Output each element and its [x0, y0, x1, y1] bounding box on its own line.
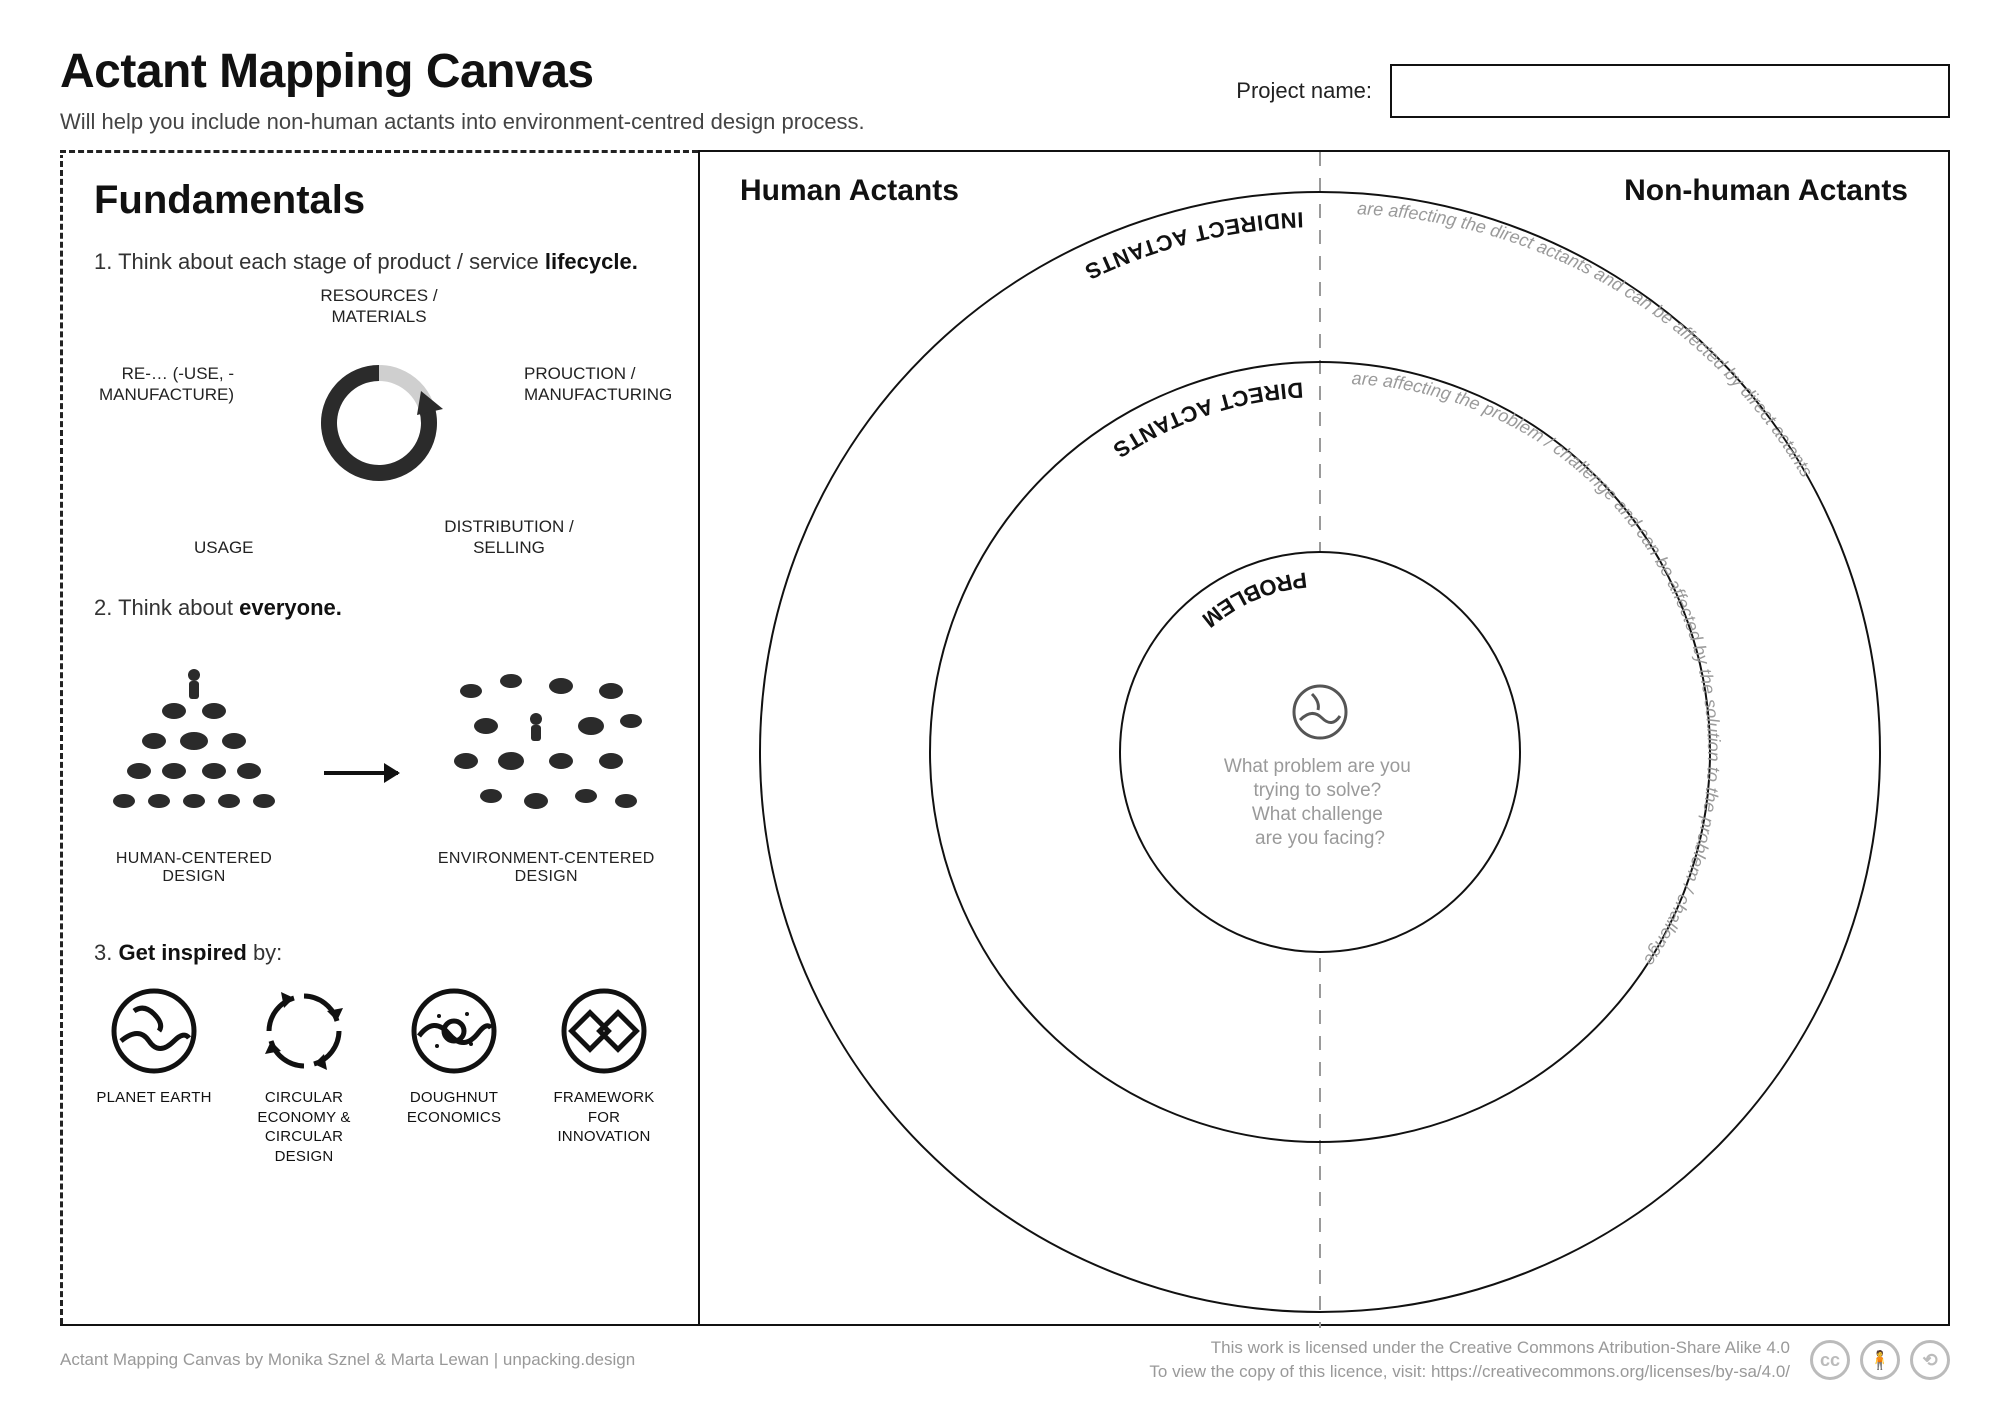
- cc-icons: cc 🧍 ⟲: [1810, 1340, 1950, 1380]
- circular-economy-item: CIRCULAR ECONOMY & CIRCULAR DESIGN: [244, 986, 364, 1166]
- lifecycle-label-br: DISTRIBUTION / SELLING: [424, 516, 594, 559]
- project-input[interactable]: [1390, 64, 1950, 118]
- pyramid-icon: [94, 661, 294, 831]
- environment-centered-caption: ENVIRONMENT-CENTERED DESIGN: [428, 850, 664, 886]
- label-direct: DIRECT ACTANTS: [1108, 377, 1304, 463]
- footer: Actant Mapping Canvas by Monika Sznel & …: [60, 1336, 1950, 1384]
- circular-economy-icon: [259, 986, 349, 1076]
- lifecycle-label-left: RE-… (-USE, -MANUFACTURE): [64, 363, 234, 406]
- footer-credit: Actant Mapping Canvas by Monika Sznel & …: [60, 1350, 635, 1370]
- main: Fundamentals 1. Think about each stage o…: [60, 150, 1950, 1326]
- everyone-diagram: HUMAN-CENTERED DESIGN ENVIRONMENT-CENTER…: [94, 638, 664, 908]
- canvas-panel: Human Actants Non-human Actants: [700, 152, 1948, 1324]
- inspired-row: PLANET EARTH CIRCULAR ECONOMY & CIRCULAR…: [94, 986, 664, 1166]
- header: Actant Mapping Canvas Will help you incl…: [60, 44, 1950, 135]
- arrow-icon: [324, 771, 398, 775]
- title-block: Actant Mapping Canvas Will help you incl…: [60, 44, 865, 135]
- human-centered-cluster: HUMAN-CENTERED DESIGN: [94, 661, 294, 886]
- doughnut-item: DOUGHNUT ECONOMICS: [394, 986, 514, 1166]
- planet-earth-icon: [109, 986, 199, 1076]
- page-subtitle: Will help you include non-human actants …: [60, 109, 865, 135]
- environment-centered-cluster: ENVIRONMENT-CENTERED DESIGN: [428, 661, 664, 886]
- by-icon: 🧍: [1860, 1340, 1900, 1380]
- page-title: Actant Mapping Canvas: [60, 44, 865, 99]
- lifecycle-diagram: RESOURCES / MATERIALS PROUCTION / MANUFA…: [94, 293, 664, 553]
- step-2: 2. Think about everyone.: [94, 593, 664, 623]
- step-3: 3. Get inspired by:: [94, 938, 664, 968]
- scatter-icon: [441, 661, 651, 831]
- doughnut-icon: [409, 986, 499, 1076]
- framework-item: FRAMEWORK FOR INNOVATION: [544, 986, 664, 1166]
- actant-rings-diagram: INDIRECT ACTANTS DIRECT ACTANTS PROBLEM …: [700, 152, 1948, 1328]
- lifecycle-label-right: PROUCTION / MANUFACTURING: [524, 363, 694, 406]
- sa-icon: ⟲: [1910, 1340, 1950, 1380]
- framework-icon: [559, 986, 649, 1076]
- project-field: Project name:: [1236, 64, 1950, 118]
- lifecycle-label-bl: USAGE: [194, 537, 364, 558]
- label-indirect: INDIRECT ACTANTS: [1081, 207, 1304, 285]
- planet-earth-item: PLANET EARTH: [94, 986, 214, 1166]
- ring-problem: [1120, 552, 1520, 952]
- human-centered-caption: HUMAN-CENTERED DESIGN: [94, 850, 294, 886]
- fundamentals-heading: Fundamentals: [94, 178, 664, 223]
- project-label: Project name:: [1236, 78, 1372, 104]
- inspired-section: 3. Get inspired by: PLANET EARTH: [94, 938, 664, 1166]
- fundamentals-panel: Fundamentals 1. Think about each stage o…: [60, 152, 700, 1324]
- lifecycle-label-top: RESOURCES / MATERIALS: [294, 285, 464, 328]
- footer-license: This work is licensed under the Creative…: [1149, 1336, 1790, 1384]
- page: Actant Mapping Canvas Will help you incl…: [0, 0, 2000, 1414]
- cc-icon: cc: [1810, 1340, 1850, 1380]
- step-1: 1. Think about each stage of product / s…: [94, 247, 664, 277]
- lifecycle-ring-icon: [309, 353, 449, 493]
- desc-indirect: are affecting the direct actants and can…: [1357, 198, 1817, 480]
